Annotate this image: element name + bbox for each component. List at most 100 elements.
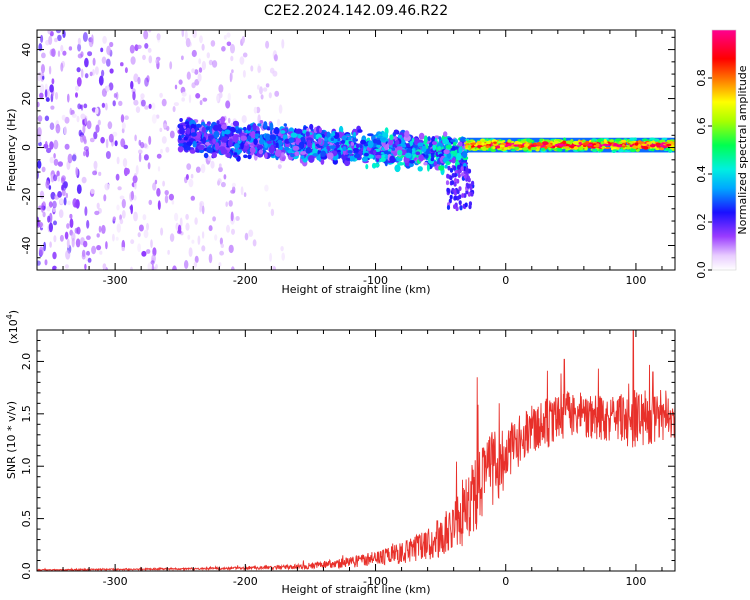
spectrogram-cell — [265, 133, 271, 141]
spectrogram-cell — [105, 85, 110, 92]
spectrogram-cell — [248, 229, 254, 237]
spectrogram-cell — [45, 97, 50, 102]
spectrogram-cell — [454, 195, 458, 201]
spectrogram-cell — [97, 119, 101, 126]
spectrogram-cell — [342, 146, 347, 152]
spectrogram-cell — [198, 58, 202, 65]
spectrogram-cell — [93, 131, 98, 140]
spectrogram-cell — [138, 149, 143, 154]
spectrogram-cell — [150, 260, 155, 265]
spectrogram-cell — [459, 205, 463, 211]
spectrogram-cell — [612, 149, 619, 152]
spectrogram-cell — [453, 165, 457, 171]
spectrogram-cell — [241, 36, 245, 44]
spectrogram-cell — [461, 193, 465, 198]
spectrogram-cell — [621, 139, 627, 143]
spectrogram-cell — [86, 250, 90, 256]
spectrogram-cell — [217, 178, 222, 184]
spectrogram-cell — [269, 122, 274, 131]
spectrogram-cell — [54, 37, 58, 43]
spectrogram-cell — [181, 30, 185, 38]
colorbar-tick-label: 0.2 — [695, 213, 708, 231]
spectrogram-cell — [49, 156, 54, 164]
spectrogram-cell — [380, 157, 386, 163]
spectrogram-cell — [263, 121, 268, 129]
spectrogram-cell — [507, 139, 512, 143]
spectrogram-cell — [349, 155, 353, 162]
spectrogram-cell — [48, 201, 53, 208]
spectrogram-cell — [444, 164, 448, 169]
spectrogram-cell — [496, 148, 503, 150]
spectrogram-cell — [45, 141, 48, 147]
spectrogram-cell — [144, 77, 149, 87]
spectrogram-cell — [453, 204, 457, 210]
spectrogram-cell — [255, 106, 261, 114]
spectrogram-cell — [202, 97, 208, 102]
spectrogram-cell — [198, 67, 203, 73]
spectrogram-cell — [283, 146, 290, 151]
spectrogram-cell — [565, 148, 571, 151]
spectrogram-cell — [331, 132, 336, 136]
snr-multiplier-base: (x10 — [7, 319, 20, 344]
spectrogram-cell — [116, 156, 120, 165]
spectrogram-cell — [308, 155, 315, 163]
spectrogram-cell — [240, 141, 244, 150]
spectrogram-cell — [151, 263, 155, 270]
spectrogram-cell — [458, 186, 462, 192]
spectrogram-cell — [184, 121, 190, 125]
spectrogram-cell — [169, 233, 175, 242]
spectrogram-cell — [527, 139, 533, 143]
spectrogram-cell — [247, 94, 252, 99]
spectrogram-cell — [629, 144, 633, 148]
spectrogram-cell — [391, 147, 396, 151]
spectrogram-cell — [201, 205, 205, 215]
spectrogram-cell — [57, 191, 62, 198]
spectrogram-cell — [372, 163, 380, 168]
spectrogram-cell — [186, 71, 191, 80]
spectrogram-cell — [443, 149, 450, 155]
spectrogram-cell — [396, 146, 403, 151]
spectrogram-cell — [290, 132, 298, 138]
spectrogram-cell — [264, 142, 268, 149]
spectrogram-cell — [64, 264, 69, 269]
spectrogram-cell — [433, 161, 437, 167]
spectrogram-cell — [171, 199, 175, 205]
spectrogram-cell — [210, 40, 216, 47]
spectrogram-cell — [190, 132, 197, 137]
spectrogram-cell — [240, 135, 247, 141]
spectrogram-cell — [394, 164, 401, 173]
x-tick-label: -300 — [103, 274, 128, 287]
spectrogram-cell — [53, 158, 59, 166]
spectrogram-cell — [195, 166, 201, 173]
spectrogram-cell — [62, 50, 67, 56]
spectrogram-cell — [239, 56, 245, 65]
spectrogram-cell — [81, 252, 86, 260]
spectrogram-cell — [231, 69, 234, 74]
spectrogram-cell — [41, 166, 46, 173]
y-tick-label: 0.5 — [20, 510, 33, 528]
spectrogram-cell — [231, 266, 235, 270]
spectrogram-cell — [629, 137, 635, 141]
spectrogram-cell — [77, 103, 82, 110]
spectrogram-cell — [493, 141, 497, 144]
spectrogram-cell — [135, 106, 141, 113]
spectrogram-cell — [55, 123, 61, 134]
spectrogram-cell — [232, 120, 239, 127]
spectrogram-cell — [367, 133, 374, 137]
spectrogram-cell — [95, 124, 100, 133]
spectrogram-cell — [116, 204, 120, 211]
spectrogram-cell — [68, 46, 73, 51]
spectrogram-cell — [397, 134, 403, 139]
spectrogram-cell — [120, 138, 126, 148]
spectrogram-cell — [162, 180, 166, 187]
spectrogram-cell — [208, 253, 213, 264]
spectrogram-cell — [160, 227, 164, 236]
spectrogram-cell — [48, 35, 53, 46]
spectrogram-cell — [98, 75, 104, 86]
spectrogram-cell — [330, 137, 334, 141]
spectrogram-cell — [666, 143, 672, 147]
spectrogram-cell — [642, 138, 648, 141]
spectrogram-cell — [101, 224, 106, 234]
spectrogram-cell — [147, 264, 152, 270]
spectrogram-cell — [467, 168, 472, 174]
